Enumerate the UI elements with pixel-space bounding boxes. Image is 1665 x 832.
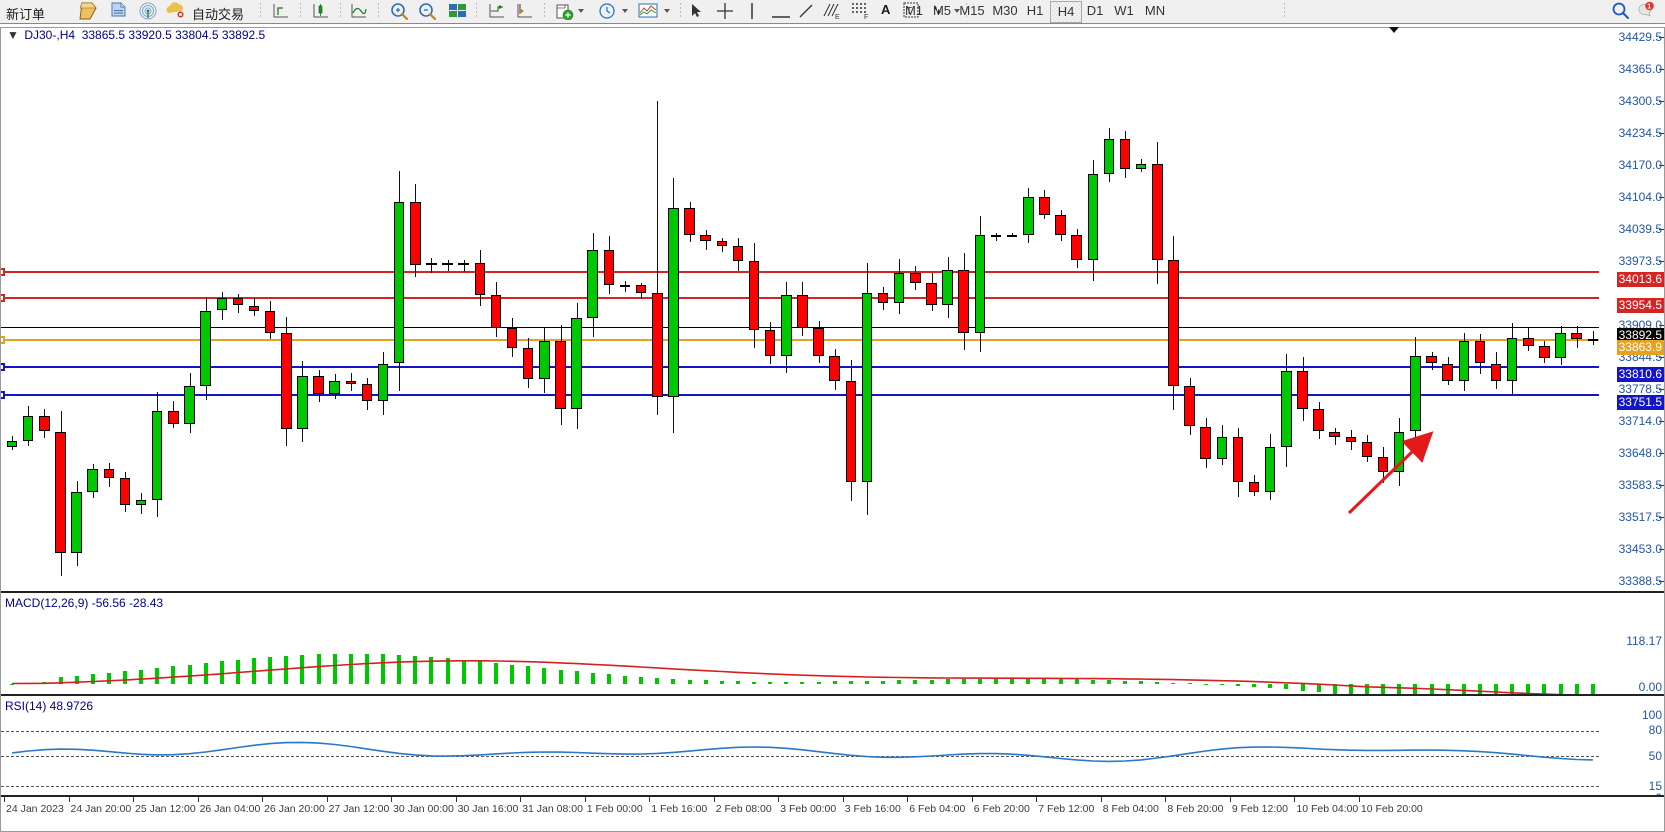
svg-text:F: F	[864, 14, 868, 20]
svg-text:E: E	[835, 14, 840, 20]
svg-text:1: 1	[1647, 4, 1651, 11]
